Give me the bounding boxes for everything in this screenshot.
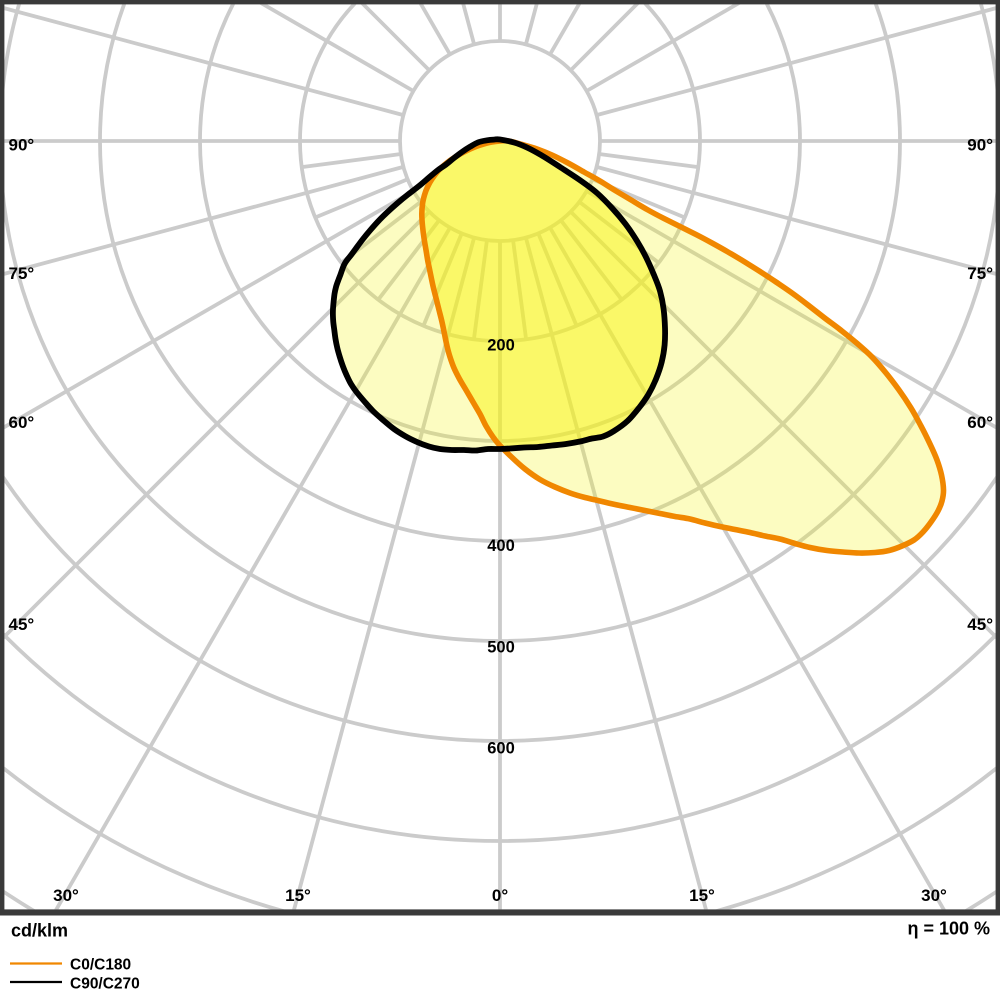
svg-text:15°: 15° — [285, 886, 311, 905]
svg-text:60°: 60° — [9, 413, 35, 432]
svg-text:60°: 60° — [967, 413, 993, 432]
svg-text:30°: 30° — [921, 886, 947, 905]
svg-text:cd/klm: cd/klm — [11, 921, 68, 941]
svg-text:η = 100 %: η = 100 % — [907, 919, 990, 939]
svg-text:C90/C270: C90/C270 — [70, 976, 140, 993]
svg-text:600: 600 — [487, 740, 515, 758]
svg-text:75°: 75° — [9, 264, 35, 283]
svg-text:C0/C180: C0/C180 — [70, 957, 131, 974]
svg-text:45°: 45° — [9, 615, 35, 634]
svg-text:400: 400 — [487, 537, 515, 555]
svg-text:200: 200 — [487, 337, 515, 355]
svg-text:30°: 30° — [53, 886, 79, 905]
svg-text:90°: 90° — [967, 136, 993, 155]
svg-text:45°: 45° — [967, 615, 993, 634]
svg-text:0°: 0° — [492, 886, 508, 905]
svg-text:500: 500 — [487, 639, 515, 657]
svg-text:90°: 90° — [9, 136, 35, 155]
svg-text:75°: 75° — [967, 264, 993, 283]
svg-text:15°: 15° — [689, 886, 715, 905]
